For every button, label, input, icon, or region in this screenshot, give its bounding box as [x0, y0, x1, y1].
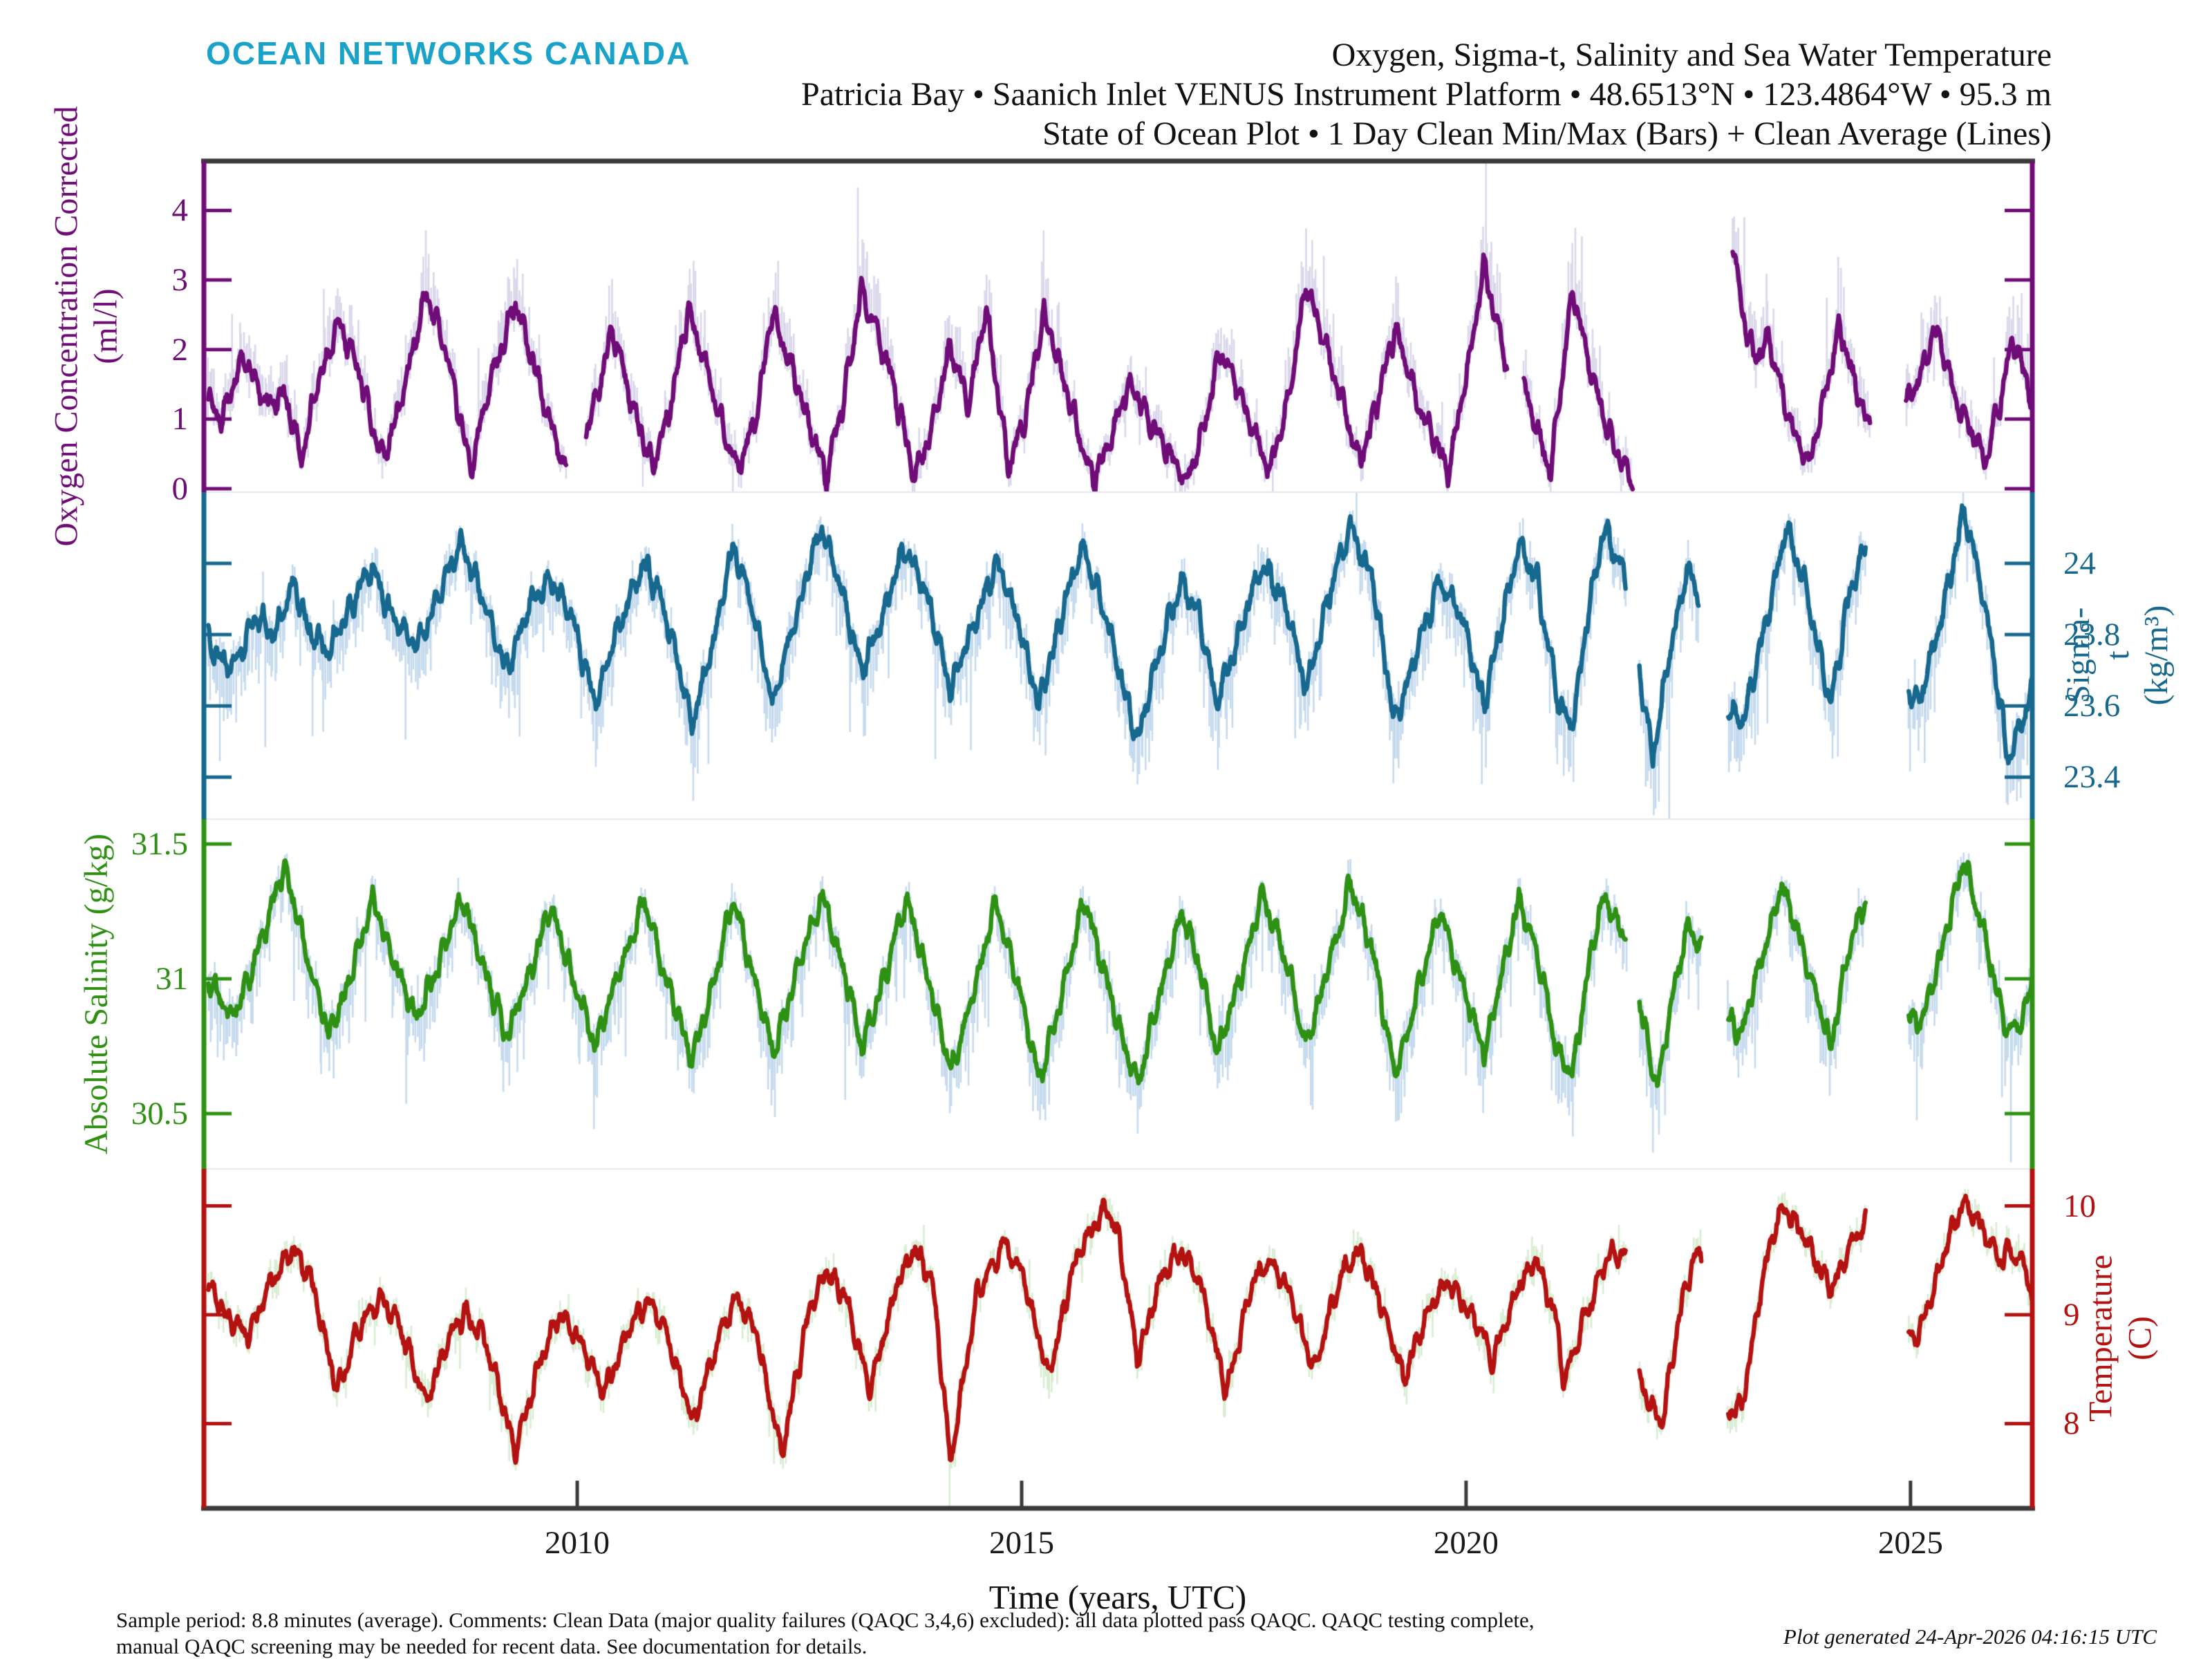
- plot-generated-timestamp: Plot generated 24-Apr-2026 04:16:15 UTC: [1783, 1624, 2157, 1649]
- y-tick-label-oxygen: 4: [171, 192, 189, 229]
- x-axis-title: Time (years, UTC): [988, 1578, 1247, 1616]
- y-tick-label-temperature: 10: [2063, 1188, 2096, 1224]
- y-tick-label-temperature: 8: [2063, 1405, 2080, 1442]
- plot-title: Oxygen, Sigma-t, Salinity and Sea Water …: [1331, 37, 2052, 73]
- plot-subtitle-type: State of Ocean Plot • 1 Day Clean Min/Ma…: [1042, 115, 2052, 152]
- x-tick-label: 2015: [988, 1525, 1054, 1561]
- x-tick-label: 2010: [545, 1525, 610, 1561]
- footer-comments-line2: manual QAQC screening may be needed for …: [116, 1634, 868, 1658]
- y-tick-label-sigma_t: 24: [2063, 545, 2096, 582]
- y-tick-label-oxygen: 3: [171, 262, 189, 299]
- y-tick-label-temperature: 9: [2063, 1297, 2080, 1333]
- x-tick-label: 2025: [1877, 1525, 1943, 1561]
- y-tick-label-sigma_t: 23.4: [2063, 759, 2121, 796]
- ocean-networks-canada-logo: OCEAN NETWORKS CANADA: [206, 35, 691, 71]
- y-axis-label-temperature: Temperature (C): [2082, 1255, 2158, 1422]
- footer-comments-line1: Sample period: 8.8 minutes (average). Co…: [116, 1608, 1535, 1632]
- y-tick-label-sigma_t: 23.8: [2063, 617, 2121, 653]
- x-tick-label: 2020: [1433, 1525, 1499, 1561]
- y-tick-label-oxygen: 2: [171, 331, 189, 368]
- y-tick-label-salinity: 31: [156, 960, 188, 997]
- y-tick-label-sigma_t: 23.6: [2063, 688, 2121, 724]
- y-tick-label-oxygen: 0: [171, 470, 189, 507]
- y-tick-label-salinity: 31.5: [131, 825, 188, 862]
- y-tick-label-oxygen: 1: [171, 401, 189, 438]
- plot-subtitle-station: Patricia Bay • Saanich Inlet VENUS Instr…: [801, 76, 2052, 113]
- y-tick-label-salinity: 30.5: [131, 1096, 188, 1132]
